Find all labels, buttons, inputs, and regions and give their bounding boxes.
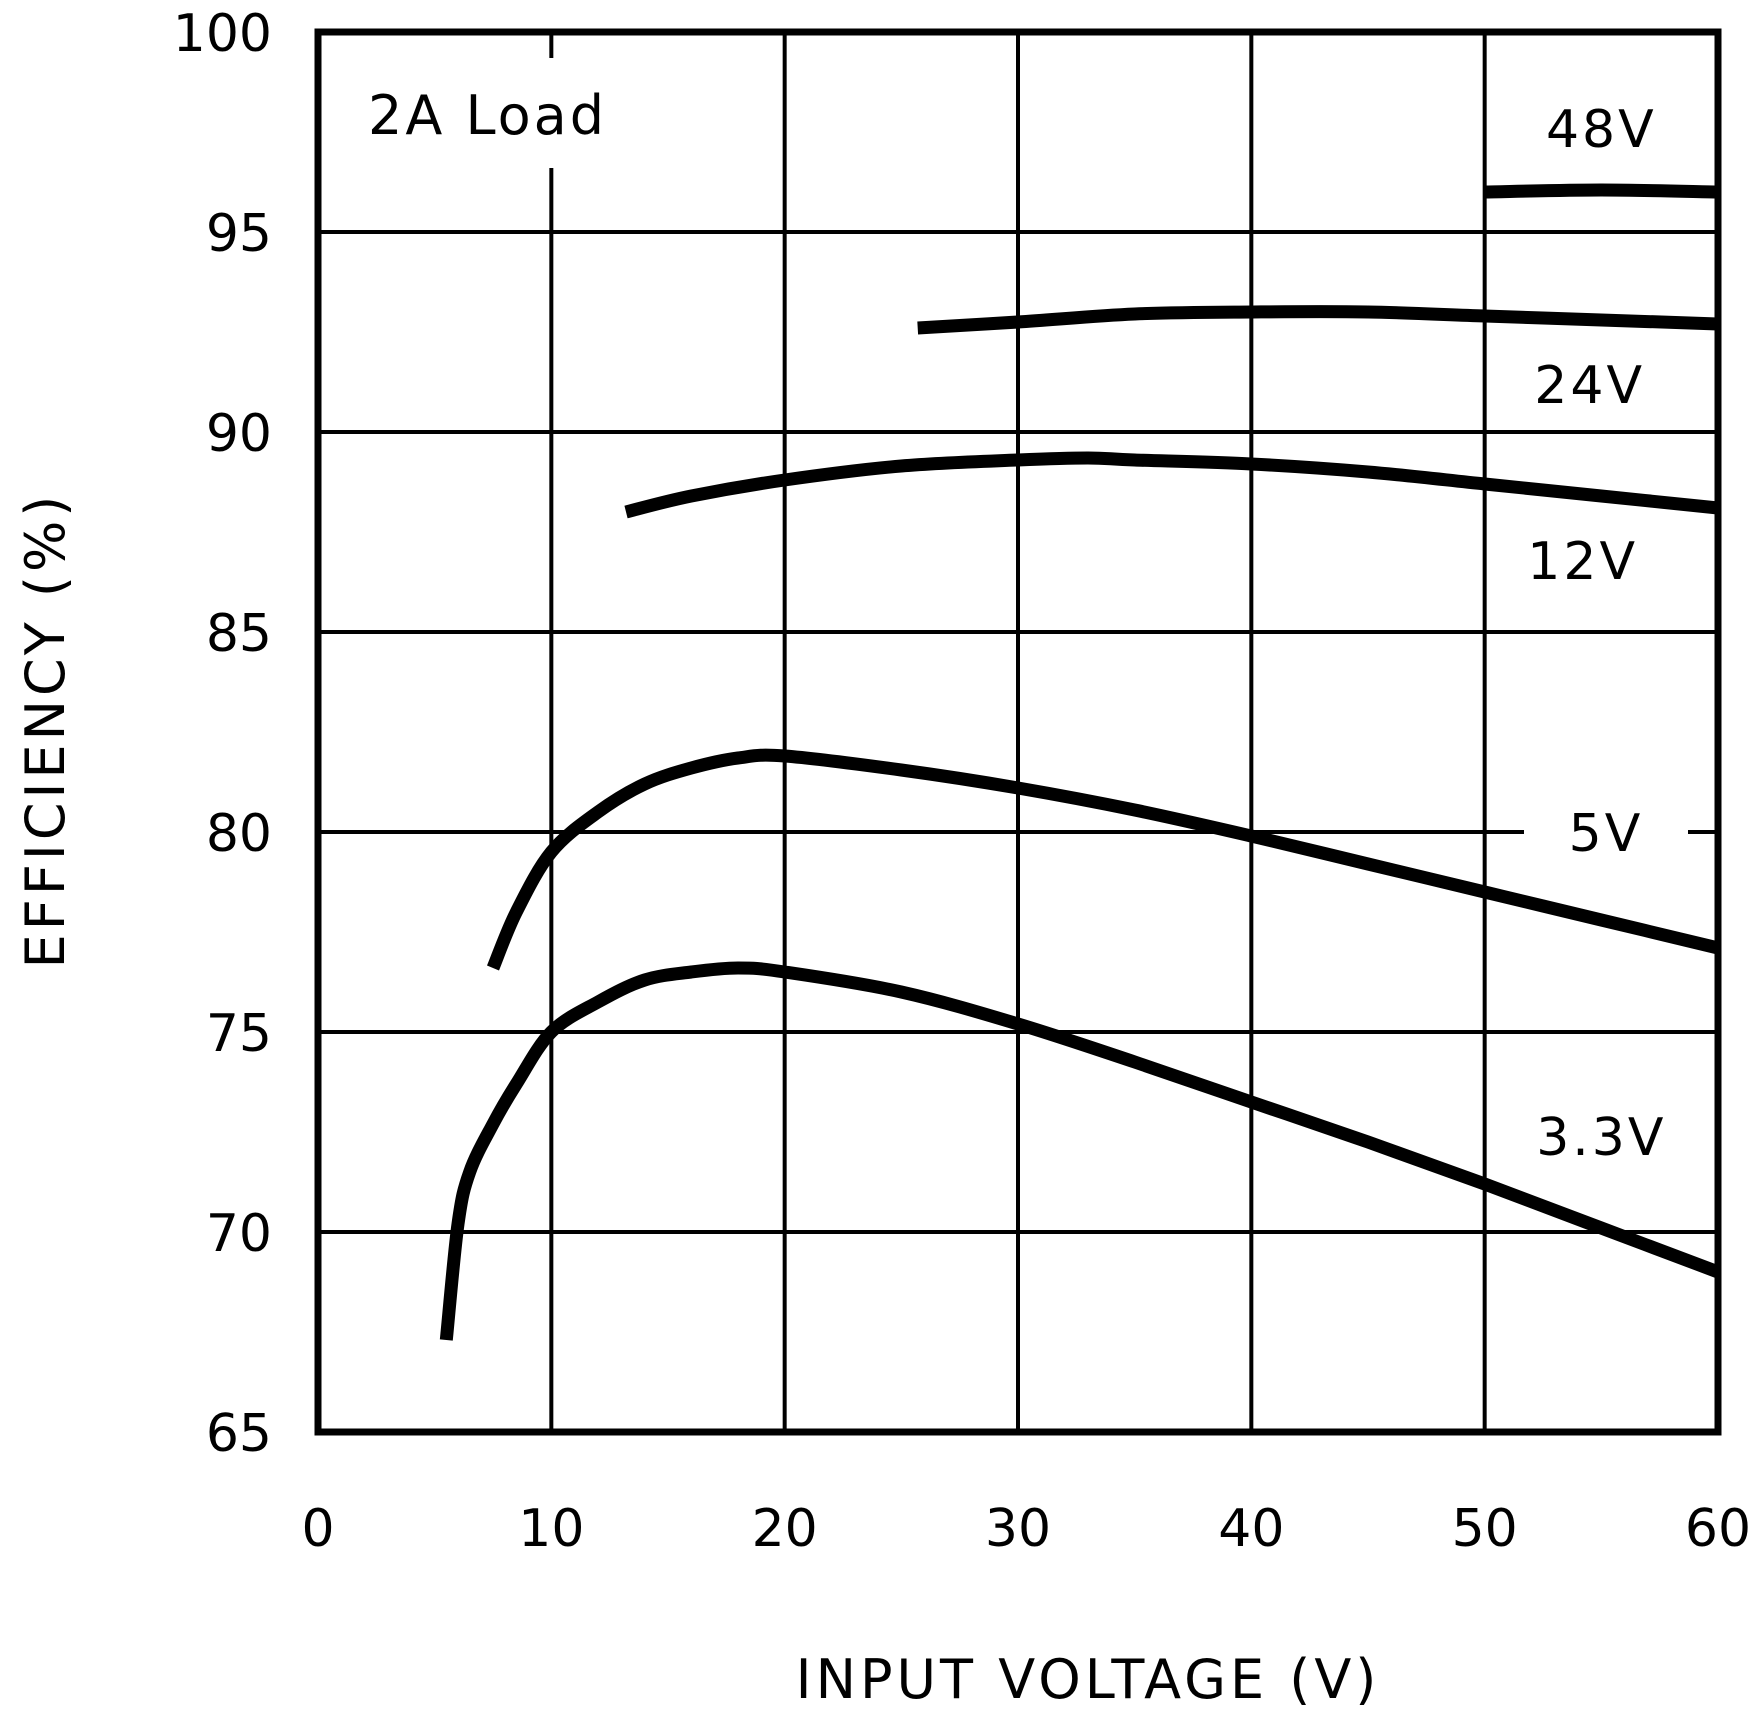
curve-3p3v (439, 961, 1721, 1341)
load-annotation-text: 2A Load (368, 84, 607, 147)
x-tick-label: 0 (301, 1499, 334, 1559)
y-axis-title: EFFICIENCY (%) (14, 492, 77, 969)
series-labels: 48V 24V 12V 5V 3.3V (1524, 100, 1688, 1168)
x-tick-label: 10 (518, 1499, 584, 1559)
grid-lines (316, 30, 1720, 1434)
efficiency-curves (439, 183, 1721, 1341)
label-mask (1524, 802, 1688, 862)
y-tick-label: 65 (206, 1404, 272, 1464)
series-label-5v: 5V (1569, 804, 1644, 864)
x-axis-ticks: 0 10 20 30 40 50 60 (301, 1499, 1751, 1559)
y-tick-label: 85 (206, 604, 272, 664)
y-tick-label: 90 (206, 404, 272, 464)
x-axis-title: INPUT VOLTAGE (V) (796, 1648, 1381, 1711)
y-tick-label: 75 (206, 1004, 272, 1064)
y-axis-ticks: 65 70 75 80 85 90 95 100 (173, 4, 272, 1464)
load-annotation: 2A Load (360, 58, 670, 168)
series-label-12v: 12V (1527, 532, 1638, 592)
x-tick-label: 50 (1452, 1499, 1518, 1559)
x-tick-label: 60 (1685, 1499, 1751, 1559)
curve-5v (486, 748, 1720, 971)
series-label-24v: 24V (1534, 356, 1645, 416)
y-tick-label: 100 (173, 4, 272, 64)
curve-48v (1484, 183, 1719, 199)
x-tick-label: 40 (1218, 1499, 1284, 1559)
series-label-48v: 48V (1546, 100, 1657, 160)
y-tick-label: 80 (206, 804, 272, 864)
x-tick-label: 20 (752, 1499, 818, 1559)
y-tick-label: 70 (206, 1204, 272, 1264)
y-tick-label: 95 (206, 204, 272, 264)
curve-24v (917, 305, 1719, 335)
curve-12v (624, 451, 1719, 519)
series-label-3p3v: 3.3V (1536, 1108, 1666, 1168)
annotation-background (360, 58, 670, 168)
plot-frame (314, 28, 1722, 1436)
x-tick-label: 30 (985, 1499, 1051, 1559)
